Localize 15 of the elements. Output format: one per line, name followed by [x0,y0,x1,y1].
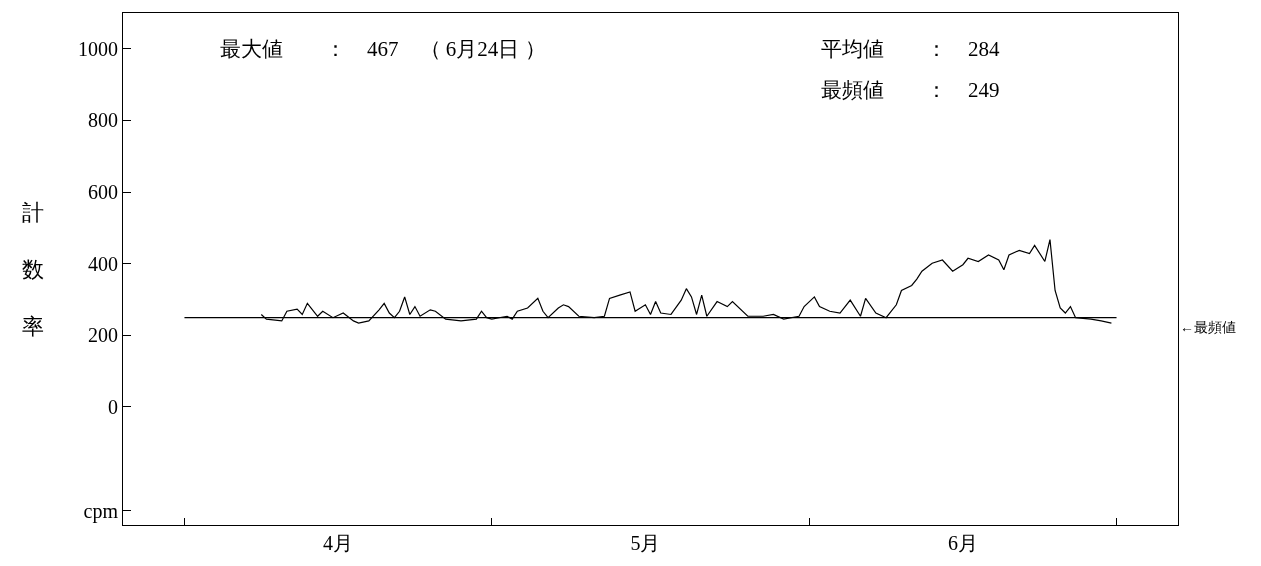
text: 計数率 [22,200,44,340]
y-tick-label: 400 [88,252,118,275]
ref-line-label: ←最頻値 [1180,320,1236,335]
x-tick-label: 6月 [947,532,978,554]
y-tick-label: 1000 [78,37,118,60]
annotation: 最大値 ： 467 （ 6月24日 ） [220,37,546,61]
y-tick-label: 800 [88,109,118,132]
y-tick-label: 200 [88,324,118,347]
annotation: 平均値 ： 284 [821,37,1000,61]
x-tick-label: 5月 [630,532,661,554]
x-tick-label: 4月 [323,532,354,554]
y-tick-label: 0 [108,395,118,418]
y-tick-label: cpm [83,499,119,523]
annotation: 最頻値 ： 249 [821,78,1000,102]
y-tick-label: 600 [88,181,118,204]
